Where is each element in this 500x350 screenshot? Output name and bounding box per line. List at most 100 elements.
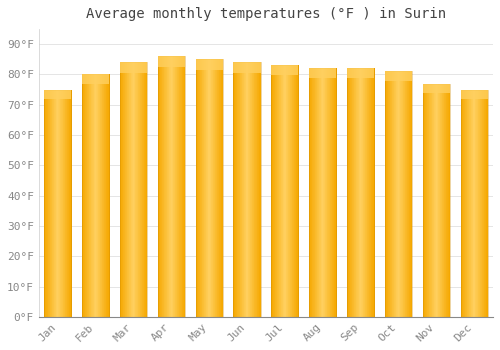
Bar	[402, 71, 403, 317]
Bar	[122, 62, 124, 317]
Bar	[91, 75, 92, 317]
Bar	[196, 60, 223, 70]
Bar	[385, 71, 386, 317]
Bar	[426, 84, 427, 317]
Bar	[220, 60, 222, 317]
Bar	[99, 75, 100, 317]
Bar	[366, 69, 368, 317]
Bar	[249, 62, 250, 317]
Bar	[242, 62, 244, 317]
Bar	[183, 56, 184, 317]
Bar	[174, 56, 176, 317]
Bar	[462, 90, 464, 317]
Bar	[286, 65, 288, 317]
Bar	[55, 90, 56, 317]
Bar	[212, 60, 214, 317]
Bar	[446, 84, 448, 317]
Bar	[460, 90, 488, 99]
Bar	[385, 71, 412, 317]
Bar	[218, 60, 219, 317]
Bar	[389, 71, 390, 317]
Bar	[258, 62, 259, 317]
Bar	[481, 90, 482, 317]
Bar	[144, 62, 146, 317]
Bar	[274, 65, 276, 317]
Bar	[163, 56, 164, 317]
Bar	[253, 62, 254, 317]
Bar	[44, 90, 45, 317]
Bar	[158, 56, 185, 317]
Bar	[463, 90, 464, 317]
Bar	[198, 60, 200, 317]
Bar	[158, 56, 160, 317]
Bar	[271, 65, 298, 76]
Bar	[135, 62, 136, 317]
Bar	[309, 69, 336, 317]
Bar	[95, 75, 96, 317]
Bar	[68, 90, 69, 317]
Bar	[214, 60, 216, 317]
Bar	[449, 84, 450, 317]
Bar	[202, 60, 203, 317]
Bar	[390, 71, 392, 317]
Bar	[100, 75, 102, 317]
Bar	[54, 90, 56, 317]
Bar	[484, 90, 486, 317]
Bar	[466, 90, 467, 317]
Bar	[398, 71, 400, 317]
Bar	[364, 69, 365, 317]
Bar	[408, 71, 410, 317]
Bar	[331, 69, 332, 317]
Bar	[364, 69, 366, 317]
Bar	[485, 90, 486, 317]
Bar	[318, 69, 320, 317]
Bar	[460, 90, 488, 317]
Bar	[82, 75, 83, 317]
Bar	[70, 90, 72, 317]
Bar	[322, 69, 323, 317]
Bar	[106, 75, 108, 317]
Bar	[203, 60, 204, 317]
Bar	[260, 62, 261, 317]
Bar	[82, 75, 84, 317]
Bar	[254, 62, 256, 317]
Bar	[62, 90, 64, 317]
Bar	[392, 71, 394, 317]
Bar	[359, 69, 360, 317]
Title: Average monthly temperatures (°F ) in Surin: Average monthly temperatures (°F ) in Su…	[86, 7, 446, 21]
Bar	[170, 56, 171, 317]
Bar	[52, 90, 54, 317]
Bar	[103, 75, 104, 317]
Bar	[210, 60, 212, 317]
Bar	[251, 62, 252, 317]
Bar	[486, 90, 488, 317]
Bar	[212, 60, 213, 317]
Bar	[181, 56, 182, 317]
Bar	[65, 90, 66, 317]
Bar	[291, 65, 292, 317]
Bar	[234, 62, 260, 317]
Bar	[330, 69, 332, 317]
Bar	[214, 60, 215, 317]
Bar	[437, 84, 438, 317]
Bar	[139, 62, 140, 317]
Bar	[101, 75, 102, 317]
Bar	[60, 90, 61, 317]
Bar	[133, 62, 134, 317]
Bar	[141, 62, 142, 317]
Bar	[347, 69, 348, 317]
Bar	[120, 62, 147, 72]
Bar	[393, 71, 394, 317]
Bar	[385, 71, 412, 81]
Bar	[104, 75, 106, 317]
Bar	[355, 69, 356, 317]
Bar	[403, 71, 404, 317]
Bar	[271, 65, 272, 317]
Bar	[479, 90, 480, 317]
Bar	[320, 69, 322, 317]
Bar	[84, 75, 86, 317]
Bar	[278, 65, 280, 317]
Bar	[197, 60, 198, 317]
Bar	[464, 90, 465, 317]
Bar	[404, 71, 406, 317]
